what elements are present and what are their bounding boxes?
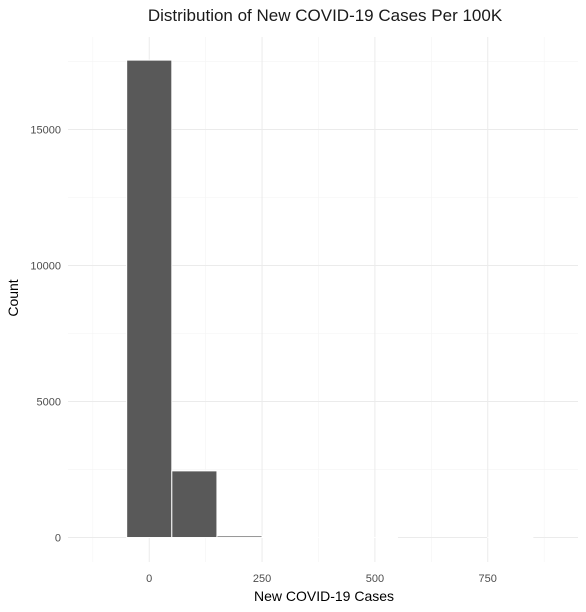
y-tick-label: 15000 (30, 124, 61, 136)
y-tick-label: 5000 (37, 397, 61, 409)
x-tick-label: 250 (253, 573, 271, 585)
y-tick-label: 0 (55, 533, 61, 545)
histogram-bars (126, 59, 534, 539)
chart-title: Distribution of New COVID-19 Cases Per 1… (148, 6, 503, 25)
x-axis-title: New COVID-19 Cases (254, 588, 394, 604)
x-axis-ticks: 0 250 500 750 (146, 573, 497, 585)
y-axis-title: Count (5, 279, 21, 316)
histogram-bar-2 (216, 535, 263, 539)
x-tick-label: 500 (366, 573, 384, 585)
histogram-bar-0 (126, 59, 173, 539)
x-tick-label: 750 (479, 573, 497, 585)
histogram-bar-1 (171, 470, 218, 539)
y-tick-label: 10000 (30, 260, 61, 272)
y-axis-ticks: 0 5000 10000 15000 (30, 124, 61, 544)
x-tick-label: 0 (146, 573, 152, 585)
